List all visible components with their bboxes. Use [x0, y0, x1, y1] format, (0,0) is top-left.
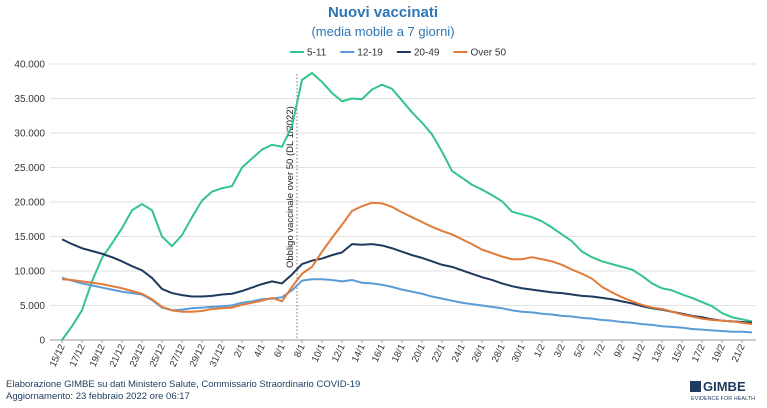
- x-tick-label: 2/1: [232, 343, 248, 360]
- x-tick-label: 25/12: [148, 343, 168, 369]
- x-tick-label: 23/12: [128, 343, 148, 369]
- y-tick-label: 5.000: [20, 301, 45, 312]
- logo-tagline: EVIDENCE FOR HEALTH: [691, 396, 755, 402]
- legend: 5-11 12-19 20-49 Over 50: [290, 48, 506, 59]
- x-tick-label: 9/2: [612, 343, 628, 360]
- x-tick-label: 28/1: [490, 343, 508, 364]
- x-tick-label: 18/1: [390, 343, 408, 364]
- legend-label: 20-49: [414, 48, 440, 59]
- chart-title: Nuovi vaccinati: [328, 4, 438, 21]
- x-tick-label: 10/1: [310, 343, 328, 364]
- x-tick-label: 22/1: [430, 343, 448, 364]
- chart-subtitle: (media mobile a 7 giorni): [311, 24, 454, 39]
- x-tick-label: 20/1: [410, 343, 428, 364]
- x-tick-label: 11/2: [630, 343, 647, 364]
- source-note: Elaborazione GIMBE su dati Ministero Sal…: [6, 379, 360, 390]
- legend-label: 12-19: [357, 48, 383, 59]
- x-tick-label: 3/2: [552, 343, 568, 360]
- update-note: Aggiornamento: 23 febbraio 2022 ore 06:1…: [6, 391, 190, 402]
- legend-label: Over 50: [470, 48, 506, 59]
- x-tick-label: 24/1: [450, 343, 468, 364]
- series-line: [61, 201, 753, 326]
- x-tick-label: 12/1: [330, 343, 348, 364]
- y-tick-label: 30.000: [14, 129, 45, 140]
- y-tick-label: 40.000: [14, 60, 45, 71]
- x-tick-label: 21/2: [730, 343, 748, 364]
- x-tick-label: 13/2: [650, 343, 668, 364]
- x-tick-label: 17/12: [68, 343, 88, 369]
- x-tick-label: 6/1: [272, 343, 288, 360]
- x-tick-label: 4/1: [252, 343, 268, 360]
- legend-label: 5-11: [307, 48, 327, 59]
- annotation-text: Obbligo vaccinale over 50 (DL 1/2022): [285, 106, 296, 268]
- logo: GIMBE EVIDENCE FOR HEALTH: [690, 379, 755, 402]
- logo-text: GIMBE: [703, 379, 746, 394]
- x-tick-label: 27/12: [168, 343, 188, 369]
- y-tick-label: 10.000: [14, 267, 45, 278]
- y-tick-label: 0: [39, 336, 45, 347]
- x-tick-label: 21/12: [108, 343, 128, 369]
- x-tick-label: 16/1: [370, 343, 388, 364]
- x-tick-label: 17/2: [690, 343, 708, 364]
- x-tick-label: 31/12: [208, 343, 228, 369]
- x-tick-label: 14/1: [350, 343, 368, 364]
- x-tick-label: 1/2: [532, 343, 548, 360]
- x-tick-label: 26/1: [470, 343, 488, 364]
- x-tick-label: 15/2: [670, 343, 688, 364]
- series-line: [61, 238, 753, 324]
- y-tick-label: 25.000: [14, 163, 45, 174]
- x-tick-label: 19/2: [710, 343, 728, 364]
- x-tick-label: 5/2: [572, 343, 588, 360]
- y-tick-label: 20.000: [14, 198, 45, 209]
- x-tick-label: 29/12: [188, 343, 208, 369]
- logo-icon: [690, 381, 701, 392]
- series-line: [61, 276, 753, 334]
- x-tick-label: 19/12: [88, 343, 108, 369]
- y-tick-label: 35.000: [14, 94, 45, 105]
- x-tick-label: 30/1: [510, 343, 528, 364]
- x-tick-label: 15/12: [48, 343, 68, 369]
- x-tick-label: 8/1: [292, 343, 308, 360]
- y-tick-label: 15.000: [14, 232, 45, 243]
- x-tick-label: 7/2: [592, 343, 608, 360]
- series-line: [61, 71, 753, 341]
